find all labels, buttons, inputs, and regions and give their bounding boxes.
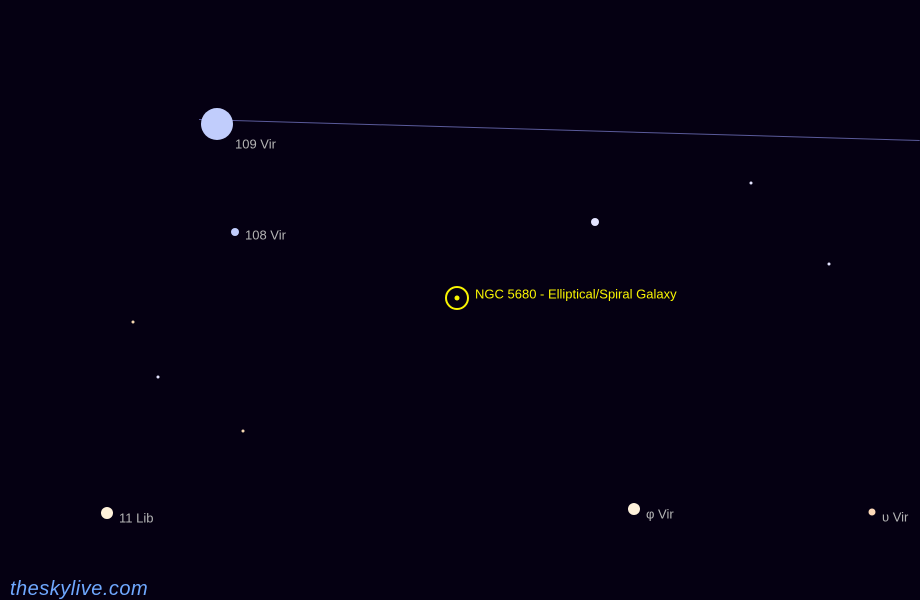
star-label-108vir: 108 Vir <box>245 228 286 243</box>
target-dot <box>455 296 460 301</box>
star-11lib <box>101 507 113 519</box>
constellation-boundary-line <box>199 119 920 141</box>
star-s_158_377 <box>157 376 160 379</box>
star-upsvir <box>869 509 876 516</box>
star-s_243_431 <box>242 430 245 433</box>
target-label: NGC 5680 - Elliptical/Spiral Galaxy <box>475 287 677 302</box>
star-label-11lib: 11 Lib <box>119 511 153 526</box>
star-s_133_322 <box>132 321 135 324</box>
star-phivir <box>628 503 640 515</box>
star-chart: 109 Vir 108 Vir 11 Lib φ Vir υ Vir NGC 5680 -… <box>0 0 920 600</box>
star-s_829_264 <box>828 263 831 266</box>
star-s_595_222 <box>591 218 599 226</box>
star-label-109vir: 109 Vir <box>235 137 276 152</box>
watermark: theskylive.com <box>10 578 148 600</box>
star-label-upsvir: υ Vir <box>882 510 908 525</box>
star-label-phivir: φ Vir <box>646 507 674 522</box>
star-s_751_183 <box>750 182 753 185</box>
star-109vir <box>201 108 233 140</box>
star-108vir <box>231 228 239 236</box>
